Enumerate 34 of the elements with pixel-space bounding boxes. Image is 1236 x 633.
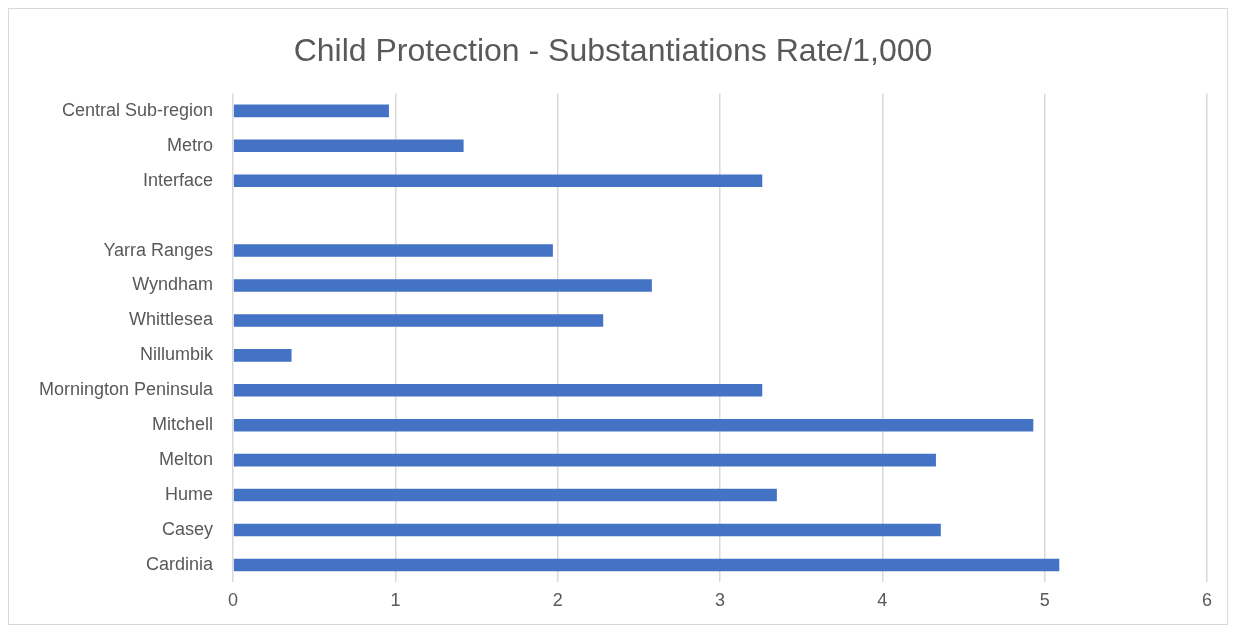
y-tick-label: Nillumbik: [140, 344, 215, 365]
bar: [233, 174, 763, 188]
y-tick-label: Melton: [159, 449, 214, 470]
bar: [233, 384, 763, 397]
x-tick-label: 3: [715, 590, 726, 611]
bar: [233, 349, 292, 362]
bar: [233, 279, 652, 292]
y-tick-label: Hume: [165, 484, 214, 505]
x-tick-label: 4: [877, 590, 888, 611]
bar: [233, 558, 1060, 572]
bar: [233, 104, 389, 118]
chart-title: Child Protection - Substantiations Rate/1,000: [293, 32, 933, 69]
y-tick-label: Casey: [162, 518, 214, 539]
y-tick-label: Interface: [143, 169, 214, 190]
x-tick-label: 0: [228, 590, 239, 611]
bar: [233, 453, 936, 467]
bar: [233, 523, 941, 537]
bar: [233, 418, 1034, 432]
y-tick-label: Cardinia: [146, 553, 215, 574]
y-tick-label: Mornington Peninsula: [38, 379, 215, 400]
bar: [233, 244, 553, 257]
y-tick-label: Yarra Ranges: [103, 239, 214, 260]
y-tick-label: Mitchell: [152, 414, 214, 435]
bar: [233, 314, 604, 327]
x-tick-label: 2: [552, 590, 563, 611]
bar: [233, 488, 777, 502]
y-tick-label: Whittlesea: [129, 309, 215, 330]
x-tick-label: 6: [1201, 590, 1213, 611]
x-tick-label: 1: [390, 590, 401, 611]
y-tick-label: Central Sub-region: [62, 99, 214, 120]
bar: [233, 139, 464, 153]
x-tick-label: 5: [1039, 590, 1050, 611]
y-tick-label: Metro: [167, 134, 214, 155]
y-tick-label: Wyndham: [132, 274, 214, 295]
